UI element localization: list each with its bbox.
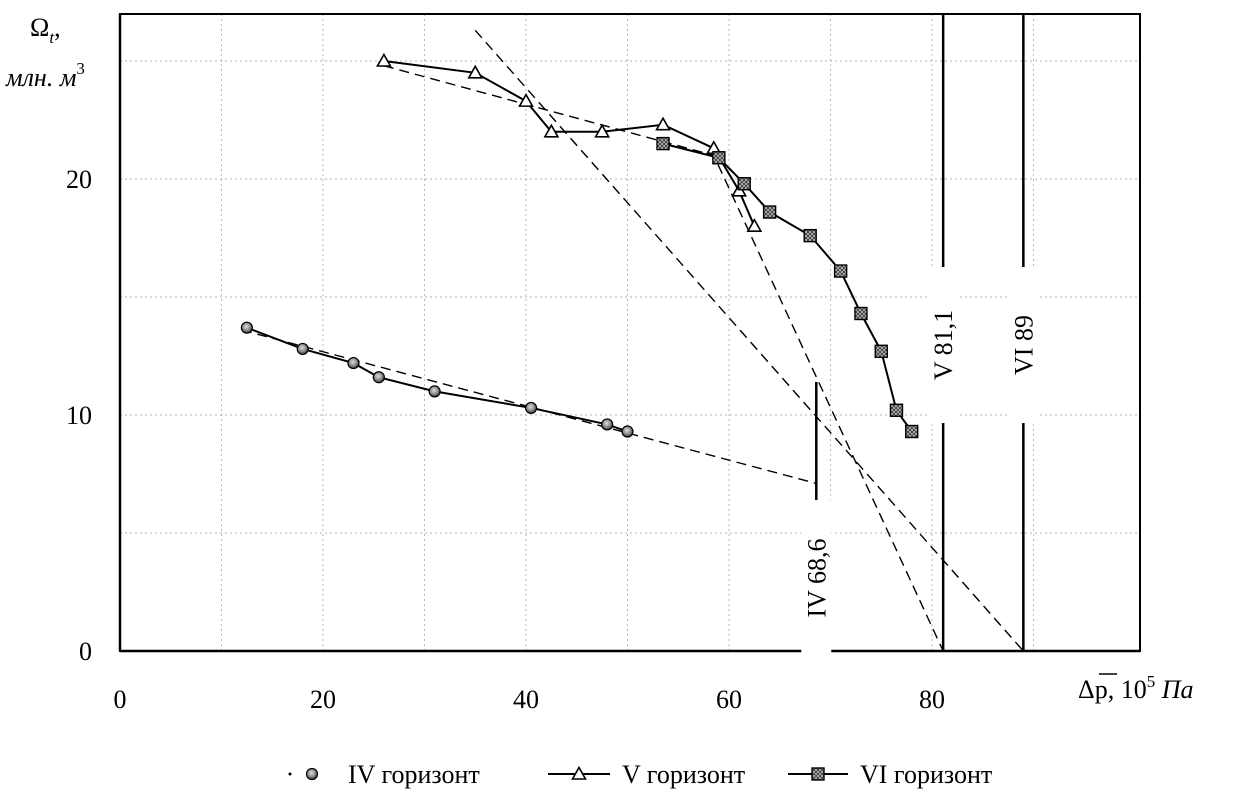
y-tick-label: 20 [66,165,92,194]
grid [120,14,1140,651]
series-line [662,142,913,433]
circle-marker [372,371,385,384]
square-marker [874,344,888,358]
triangle-marker [571,765,587,780]
circle-marker [524,401,538,415]
svg-text:Ωt,: Ωt, [30,13,61,47]
square-marker [712,151,726,165]
legend-label: V горизонт [622,760,745,789]
square-marker [656,136,670,151]
series-triangle [376,52,763,232]
y-tick-label: 0 [79,637,92,666]
triangle-marker [594,123,610,138]
plot-frame [118,13,1141,653]
limit-label: IV 68,6 [802,539,831,618]
trend-line [474,29,1024,652]
trend-lines [241,29,1024,652]
circle-marker [601,418,614,431]
square-marker [762,205,777,219]
limit-label-bg [928,267,959,423]
legend-item: IV горизонт [288,760,480,789]
series-square [656,136,919,439]
triangle-marker [376,52,392,67]
square-marker [803,228,817,243]
legend-item: V горизонт [548,760,745,789]
legend-label: VI горизонт [860,760,992,789]
x-axis-label: Δp, 105 Па [1078,672,1194,704]
circle-marker [621,425,634,438]
circle-marker [305,767,319,781]
triangle-marker [746,218,763,232]
square-marker [905,424,919,439]
circle-marker [347,356,360,370]
svg-text:Δp, 105 Па: Δp, 105 Па [1078,672,1194,704]
limit-lines: IV 68,6 V 81,1 VI 89 [801,13,1039,656]
triangle-marker [543,123,560,138]
y-axis-label: Ωt, млн. м3 [5,13,85,92]
svg-text:млн. м3: млн. м3 [5,59,85,92]
limit-label-bg [1008,267,1039,423]
limit-label: VI 89 [1009,315,1038,375]
legend-label: IV горизонт [348,760,480,789]
legend: IV горизонт V горизонт VI горизонт [288,760,992,789]
series-circle [240,321,634,438]
square-marker [833,264,848,278]
triangle-marker [467,64,484,79]
x-tick-label: 40 [513,685,539,714]
x-tick-label: 80 [919,685,945,714]
trend-line [383,65,944,652]
square-marker [854,306,868,321]
square-marker [811,767,825,781]
square-marker [889,403,904,417]
limit-label-bg [801,500,832,656]
axis-ticks: 0 20 40 60 80 0 10 20 [66,165,945,714]
triangle-marker [655,116,671,131]
legend-item: VI горизонт [788,760,992,789]
data-series [240,52,919,439]
x-tick-label: 0 [114,685,127,714]
circle-marker [296,342,309,356]
legend-dot [288,772,292,776]
x-tick-label: 60 [716,685,742,714]
triangle-marker [518,92,534,107]
x-tick-label: 20 [310,685,336,714]
circle-marker [240,321,253,334]
y-tick-label: 10 [66,401,92,430]
series-line [383,60,756,227]
circle-marker [428,385,441,398]
series-line [246,326,628,433]
square-marker [737,177,751,191]
limit-label: V 81,1 [929,310,958,380]
